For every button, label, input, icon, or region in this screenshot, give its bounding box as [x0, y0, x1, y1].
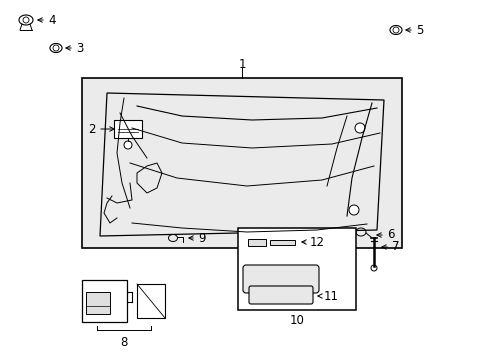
Bar: [82, 78, 401, 248]
Text: 1: 1: [238, 58, 245, 71]
Bar: [137, 284, 164, 318]
Bar: [269, 240, 294, 245]
Text: 5: 5: [415, 23, 423, 36]
Circle shape: [370, 265, 376, 271]
Bar: [82, 280, 127, 322]
Text: 4: 4: [48, 14, 55, 27]
Text: 8: 8: [120, 336, 127, 348]
FancyBboxPatch shape: [243, 265, 318, 293]
Circle shape: [53, 45, 59, 51]
Bar: [86, 292, 110, 314]
Bar: [247, 239, 265, 246]
Text: 2: 2: [88, 122, 96, 135]
Text: 10: 10: [289, 314, 304, 327]
Text: 11: 11: [324, 289, 338, 302]
Circle shape: [392, 27, 398, 33]
Circle shape: [23, 17, 29, 23]
Bar: [114, 120, 142, 138]
Text: 3: 3: [76, 41, 83, 54]
Text: 12: 12: [309, 235, 325, 248]
FancyBboxPatch shape: [248, 286, 312, 304]
Text: 7: 7: [391, 240, 399, 253]
Bar: [238, 228, 355, 310]
Text: 9: 9: [198, 231, 205, 244]
Circle shape: [354, 123, 364, 133]
Circle shape: [124, 141, 132, 149]
Text: 6: 6: [386, 229, 394, 242]
Circle shape: [348, 205, 358, 215]
